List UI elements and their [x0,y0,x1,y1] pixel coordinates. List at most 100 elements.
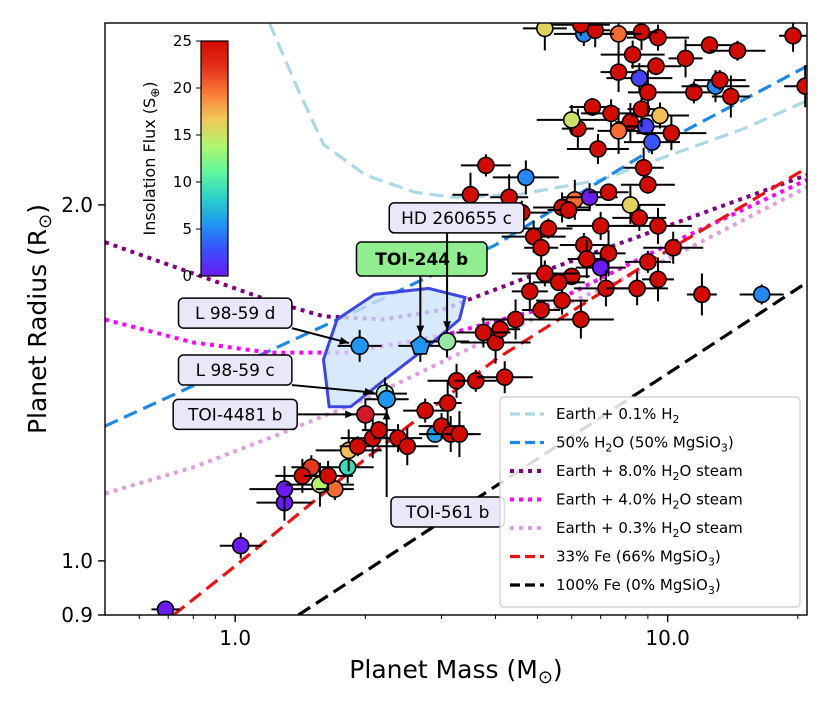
planet-marker [728,41,747,60]
x-tick-label: 1.0 [219,626,251,650]
y-axis-ticks: 0.9 1.0 2.0 [61,193,105,627]
x-axis-label: Planet Mass (M⊙) [349,655,562,688]
planet-point [693,70,746,91]
planet-marker [630,69,649,87]
planet-marker [649,28,667,47]
colorbar-label-text: Insolation Flux (S [140,98,159,236]
planet-marker [536,264,554,283]
planet-marker [796,77,807,95]
planet-marker [649,270,667,289]
callout-arrowhead [364,387,375,396]
legend-label-sub: 3 [708,556,715,569]
legend-label-text: Earth + 8.0% H [556,462,672,480]
highlighted-planet [343,398,388,431]
colorbar-label: Insolation Flux (S⊕) [140,81,162,235]
planet-point [567,240,606,279]
planet-marker [532,301,550,319]
callout-label: L 98-59 c [196,361,275,381]
planet-marker [784,26,802,45]
planet-marker [609,122,628,140]
planet-marker [580,188,599,207]
legend-label-rest: ) [715,548,721,566]
planet-marker [562,111,581,129]
callout-box [388,202,525,234]
planet-point [536,286,589,315]
planet-point [591,230,626,277]
planet-points [151,23,807,615]
planet-point [532,273,585,292]
callout: TOI-561 b [382,410,506,528]
planet-marker [577,250,596,268]
planet-point [600,40,665,69]
planet-marker [549,273,568,292]
callout: L 98-59 d [177,297,350,345]
planet-marker [664,238,683,257]
legend-label: Earth + 8.0% H2O steam [556,462,743,483]
planet-marker [572,310,590,329]
planet-callouts: L 98-59 d TOI-244 b HD 260655 c L 98-59 c TO… [172,202,525,528]
planet-marker [319,467,337,485]
planet-marker [589,140,607,158]
planet-point [636,116,707,151]
callout-arrow [291,327,350,345]
planet-point [581,99,642,128]
legend-label: Earth + 0.1% H2 [556,405,679,426]
planet-point [643,231,704,264]
callout-label: TOI-244 b [375,250,468,270]
planet-marker [599,244,618,263]
planet-marker [639,253,657,271]
planet-point [624,207,693,244]
highlighted-planet [337,329,382,362]
x-tick-label: 10.0 [645,626,690,650]
planet-marker [553,291,571,310]
legend-label-text: Earth + 0.1% H [556,405,672,423]
planet-marker [609,63,628,81]
planet-marker [651,106,669,125]
legend-label: 33% Fe (66% MgSiO3) [556,548,721,569]
planet-point [456,317,511,348]
callout-arrowhead [382,410,391,420]
planet-point [642,257,675,302]
planet-marker [356,405,375,424]
planet-marker [591,217,610,235]
planet-point [547,300,614,339]
planet-point [522,23,567,51]
planet-point [686,273,717,316]
callout: TOI-244 b [355,241,488,335]
highlight-region [321,286,467,409]
planet-point [625,23,658,51]
planet-marker [461,185,480,204]
planet-marker [348,437,367,456]
planet-point [460,154,511,177]
planet-marker [676,49,695,68]
planet-marker [752,285,771,304]
y-tick-label: 1.0 [61,549,93,573]
legend-label-rest: ) [715,576,721,594]
planet-point [631,57,682,76]
planet-point [321,451,374,484]
plot-area [105,23,807,615]
planet-marker [583,98,602,116]
callout-box [172,398,298,431]
planet-point [624,250,671,273]
planet-marker [539,219,558,238]
planet-marker [632,23,651,41]
colorbar-tick-label: 0 [182,267,192,285]
planet-point [620,175,675,194]
planet-marker [231,536,250,555]
highlighted-planets [337,325,470,431]
colorbar-tick-label: 20 [173,79,192,97]
planet-point [739,284,784,305]
legend-label-rest: O steam [679,462,742,480]
legend-label-sub: 3 [721,442,728,455]
planet-point [481,299,550,340]
legend-label-sub: 2 [672,413,679,426]
legend-label: 100% Fe (0% MgSiO3) [556,576,721,597]
planet-marker [572,23,590,34]
plot-frame [104,22,808,616]
planet-marker [559,201,578,219]
planet-marker [370,421,388,439]
planet-point [511,260,578,287]
planet-marker [517,168,535,187]
callout-label: TOI-4481 b [187,405,282,425]
